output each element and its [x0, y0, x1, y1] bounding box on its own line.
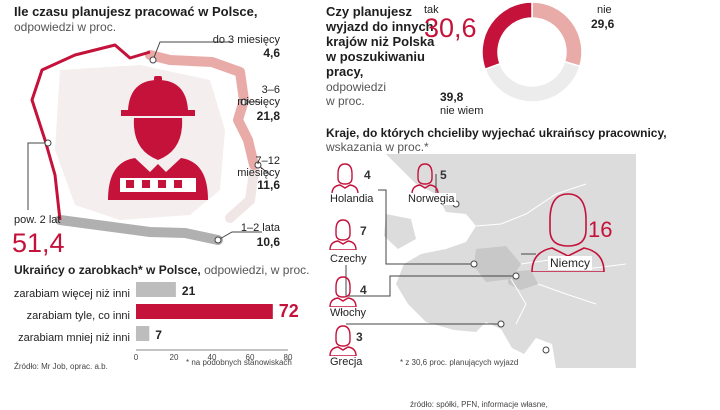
earnings-title-sub: odpowiedzi, w proc.: [204, 263, 310, 277]
plans-title-line: Czy planujesz: [326, 4, 412, 19]
earnings-label: zarabiam mniej niż inni: [18, 332, 130, 344]
plans-donut-chart: [481, 1, 583, 103]
earnings-source: Źródło: Mr Job, oprac. a.b.: [14, 362, 108, 371]
countries-title: Kraje, do których chcieliby wyjechać ukr…: [326, 126, 667, 140]
earnings-x-tick: 0: [134, 353, 139, 362]
donut-slice: [531, 1, 583, 68]
earnings-label: zarabiam tyle, co inni: [26, 310, 130, 322]
country-value-grecja: 3: [356, 330, 363, 344]
stay-label-7-12m: 7–12 miesięcy: [237, 155, 280, 179]
donut-value-niewiem: 39,8: [440, 90, 464, 104]
countries-footnote: * z 30,6 proc. planujących wyjazd: [400, 358, 519, 367]
plans-title: Czy planujesz wyjazd do innych krajów ni…: [326, 4, 434, 79]
leader-czechy: [345, 259, 516, 297]
plans-title-line: krajów niż Polska: [326, 34, 435, 49]
earnings-bar-value: 21: [182, 284, 196, 298]
poland-outline-light-segment: [225, 160, 260, 223]
earnings-bar: [136, 282, 176, 297]
stay-value-3-6m: 21,8: [256, 109, 280, 123]
stay-label-2y: pow. 2 lat: [14, 214, 61, 226]
stay-label-3m: do 3 miesięcy: [212, 34, 280, 46]
earnings-bar: [136, 326, 150, 341]
earnings-x-tick: 40: [208, 353, 217, 362]
stay-value-2y: 51,4: [12, 228, 65, 258]
earnings-x-tick: 20: [170, 353, 179, 362]
leader-holandia: [378, 189, 474, 265]
country-value-holandia: 4: [364, 168, 371, 182]
country-name-grecja: Grecja: [328, 356, 365, 368]
leader-line-1-2y: [217, 231, 262, 241]
person-icon-wlochy: [329, 276, 357, 307]
person-icon-grecja: [329, 325, 357, 356]
leader-line-3m: [152, 41, 232, 61]
earnings-bar-value: 7: [155, 328, 162, 342]
plans-subtitle: odpowiedzi w proc.: [326, 80, 386, 108]
donut-slice: [484, 60, 581, 103]
poland-outline-gray-segment: [55, 215, 223, 245]
leader-line-2y: [27, 142, 48, 210]
donut-value-nie: 29,6: [591, 17, 615, 31]
earnings-bar-value: 72: [279, 301, 299, 321]
country-value-niemcy: 16: [588, 217, 613, 242]
earnings-bar-chart: zarabiam więcej niż inni zarabiam tyle, …: [0, 278, 320, 378]
country-value-czechy: 7: [360, 224, 367, 238]
country-name-czechy: Czechy: [328, 253, 369, 265]
earnings-x-tick: 60: [246, 353, 255, 362]
earnings-title-bold: Ukraińcy o zarobkach* w Polsce,: [14, 263, 201, 277]
country-value-norwegia: 5: [440, 168, 447, 182]
person-icon-norwegia: [411, 163, 439, 194]
stay-subtitle: odpowiedzi w proc.: [14, 20, 117, 34]
donut-value-tak: 30,6: [424, 13, 477, 43]
donut-slice: [481, 1, 533, 71]
earnings-label: zarabiam więcej niż inni: [13, 288, 130, 300]
stay-value-1-2y: 10,6: [256, 235, 280, 249]
poland-outline-pink-segment: [145, 50, 259, 170]
donut-label-tak: tak: [424, 4, 439, 16]
stay-value-7-12m: 11,6: [257, 178, 280, 192]
donut-label-nie: nie: [597, 4, 612, 16]
earnings-title: Ukraińcy o zarobkach* w Polsce, odpowied…: [14, 263, 309, 277]
stay-title: Ile czasu planujesz pracować w Polsce,: [14, 4, 258, 19]
plans-title-line: wyjazd do innych: [326, 19, 434, 34]
earnings-footnote: * na podobnych stanowiskach: [186, 358, 292, 367]
person-icon-czechy: [329, 219, 357, 250]
country-name-niemcy: Niemcy: [548, 256, 593, 270]
country-name-norwegia: Norwegia: [406, 193, 457, 205]
poland-outline-red-segment: [30, 43, 151, 221]
earnings-bar: [136, 304, 273, 319]
stay-label-1-2y: 1–2 lata: [240, 222, 280, 234]
plans-title-line: w poszukiwaniu: [326, 49, 425, 64]
plans-subtitle-line: w proc.: [326, 94, 365, 108]
countries-subtitle: wskazania w proc.*: [326, 140, 429, 154]
country-value-wlochy: 4: [360, 283, 367, 297]
earnings-bars-svg: 21 72 7 0 20 40 60 80: [134, 282, 299, 362]
stay-label-3-6m: 3–6 miesięcy: [237, 84, 280, 108]
plans-subtitle-line: odpowiedzi: [326, 80, 387, 94]
person-icon-niemcy: [531, 193, 605, 272]
earnings-x-tick: 80: [284, 353, 293, 362]
donut-label-niewiem: nie wiem: [440, 105, 484, 117]
poland-map-graphic: [27, 41, 271, 245]
countries-source: źródło: spółki, PFN, informacje własne,: [410, 400, 548, 409]
stay-value-3m: 4,6: [263, 46, 280, 60]
person-icon-holandia: [331, 163, 359, 194]
country-name-holandia: Holandia: [328, 193, 376, 205]
plans-title-line: pracy,: [326, 64, 364, 79]
country-name-wlochy: Włochy: [328, 307, 369, 319]
